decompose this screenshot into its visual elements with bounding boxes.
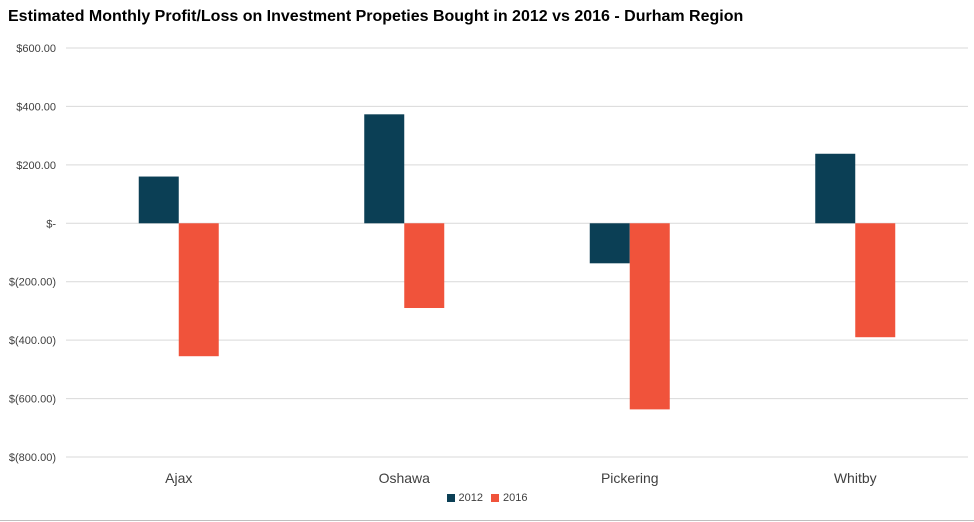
y-tick-label: $(200.00) [9, 277, 56, 289]
x-category-label: Whitby [834, 470, 877, 486]
bar-2012-oshawa [364, 114, 405, 224]
x-category-label: Pickering [601, 470, 659, 486]
bar-2016-oshawa [404, 223, 445, 309]
x-category-label: Ajax [165, 470, 192, 486]
x-category-label: Oshawa [379, 470, 431, 486]
y-tick-label: $(800.00) [9, 452, 56, 464]
y-tick-label: $200.00 [16, 160, 56, 172]
bar-2016-pickering [629, 223, 670, 410]
chart-border [0, 520, 974, 521]
bar-2016-whitby [855, 223, 896, 338]
legend-item-2012: 2012 [446, 492, 483, 504]
legend: 2012 2016 [0, 492, 974, 505]
chart-title: Estimated Monthly Profit/Loss on Investm… [8, 8, 744, 25]
bar-2012-pickering [589, 223, 630, 264]
legend-label: 2016 [503, 492, 528, 504]
bar-2012-ajax [138, 176, 179, 224]
bar-2012-whitby [815, 153, 856, 224]
legend-label: 2012 [458, 492, 483, 504]
y-tick-label: $(400.00) [9, 335, 56, 347]
y-tick-label: $(600.00) [9, 394, 56, 406]
legend-swatch [491, 494, 499, 502]
y-tick-label: $- [46, 218, 56, 230]
y-tick-label: $400.00 [16, 101, 56, 113]
y-tick-label: $600.00 [16, 43, 56, 55]
bar-2016-ajax [178, 223, 219, 357]
legend-item-2016: 2016 [491, 492, 527, 504]
legend-swatch [446, 494, 455, 502]
